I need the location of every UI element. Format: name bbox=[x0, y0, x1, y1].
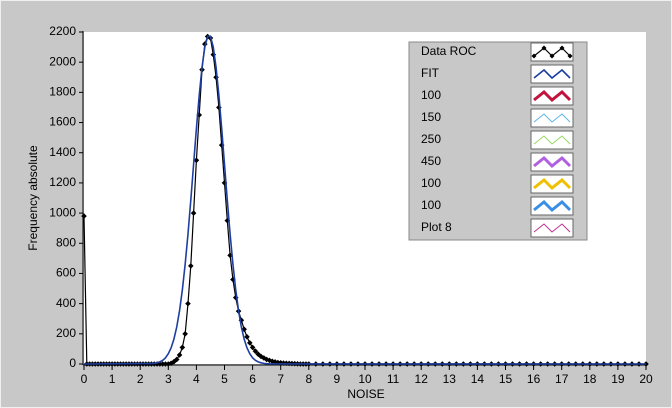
y-tick-label: 1000 bbox=[49, 205, 76, 219]
data-point bbox=[159, 361, 166, 367]
legend-label: 450 bbox=[421, 154, 441, 168]
data-point bbox=[165, 361, 172, 367]
data-point bbox=[185, 300, 191, 307]
legend-marker bbox=[567, 53, 573, 59]
x-tick-label: 20 bbox=[639, 372, 653, 386]
legend-swatch bbox=[533, 177, 572, 191]
data-point bbox=[182, 331, 188, 337]
legend-swatch bbox=[533, 113, 571, 123]
y-tick-label: 0 bbox=[69, 356, 76, 370]
x-tick-label: 9 bbox=[334, 372, 341, 386]
data-point bbox=[190, 210, 197, 216]
x-tick-label: 7 bbox=[277, 372, 284, 386]
x-tick-label: 17 bbox=[555, 372, 569, 386]
x-tick-label: 15 bbox=[499, 372, 513, 386]
data-point bbox=[176, 352, 183, 358]
x-tick-label: 0 bbox=[81, 372, 88, 386]
data-point bbox=[210, 51, 217, 58]
legend-label: Data ROC bbox=[421, 44, 477, 58]
data-point bbox=[249, 344, 256, 351]
legend-swatch bbox=[533, 135, 571, 145]
x-tick-label: 18 bbox=[583, 372, 597, 386]
legend-swatch bbox=[533, 223, 571, 233]
legend-label: 100 bbox=[421, 88, 441, 102]
data-point bbox=[196, 112, 203, 118]
legend-marker bbox=[531, 53, 537, 59]
x-axis-title: NOISE bbox=[347, 387, 384, 401]
x-tick-label: 10 bbox=[358, 372, 372, 386]
x-tick-label: 12 bbox=[415, 372, 429, 386]
y-tick-label: 1400 bbox=[49, 145, 76, 159]
series-line bbox=[83, 35, 647, 365]
x-tick-label: 4 bbox=[193, 372, 200, 386]
data-point bbox=[227, 252, 233, 259]
x-tick-label: 2 bbox=[137, 372, 144, 386]
legend-label: 100 bbox=[421, 176, 441, 190]
x-tick-label: 6 bbox=[249, 372, 256, 386]
y-tick-label: 1800 bbox=[49, 85, 76, 99]
data-point bbox=[244, 334, 250, 340]
legend-swatch-box bbox=[530, 108, 574, 128]
data-point bbox=[193, 157, 200, 164]
legend-marker bbox=[549, 53, 555, 59]
legend-swatch bbox=[533, 68, 571, 80]
data-point bbox=[173, 356, 180, 363]
x-tick-label: 13 bbox=[443, 372, 457, 386]
data-point bbox=[246, 340, 253, 346]
data-point bbox=[81, 213, 87, 219]
y-tick-label: 800 bbox=[56, 235, 76, 249]
legend-marker bbox=[559, 45, 565, 51]
data-point bbox=[168, 360, 174, 367]
legend: Data ROC FIT 100 150 250 450 100 100 Plot 8 bbox=[408, 41, 588, 241]
x-tick-label: 16 bbox=[527, 372, 541, 386]
data-point bbox=[252, 348, 259, 354]
legend-label: Plot 8 bbox=[421, 220, 452, 234]
data-point bbox=[238, 317, 245, 324]
x-tick-label: 8 bbox=[305, 372, 312, 386]
x-tick-label: 1 bbox=[109, 372, 116, 386]
data-point bbox=[162, 361, 169, 367]
data-point bbox=[230, 276, 236, 283]
data-point bbox=[266, 357, 273, 364]
x-tick-label: 3 bbox=[165, 372, 172, 386]
legend-swatch bbox=[533, 155, 572, 169]
legend-label: 250 bbox=[421, 132, 441, 146]
y-tick-label: 200 bbox=[56, 326, 76, 340]
y-axis-title: Frequency absolute bbox=[26, 145, 40, 251]
data-point bbox=[241, 326, 247, 333]
y-tick-label: 400 bbox=[56, 296, 76, 310]
x-tick-label: 14 bbox=[471, 372, 485, 386]
data-point bbox=[261, 355, 267, 361]
legend-marker bbox=[541, 45, 547, 51]
y-tick-label: 1200 bbox=[49, 175, 76, 189]
legend-swatch-box bbox=[530, 130, 574, 150]
data-point bbox=[187, 263, 194, 269]
data-point bbox=[269, 358, 276, 365]
legend-label: FIT bbox=[421, 66, 440, 80]
legend-label: 150 bbox=[421, 110, 441, 124]
x-tick-label: 19 bbox=[611, 372, 625, 386]
y-tick-label: 600 bbox=[56, 266, 76, 280]
y-tick-label: 2000 bbox=[49, 54, 76, 68]
y-tick-label: 2200 bbox=[49, 24, 76, 38]
x-tick-label: 5 bbox=[221, 372, 228, 386]
data-point bbox=[263, 356, 270, 363]
y-tick-label: 1600 bbox=[49, 115, 76, 129]
x-tick-label: 11 bbox=[387, 372, 400, 386]
legend-swatch-box bbox=[530, 218, 574, 238]
data-point bbox=[272, 359, 278, 365]
data-point bbox=[275, 359, 281, 366]
data-point bbox=[171, 358, 177, 365]
legend-swatch bbox=[533, 89, 572, 103]
data-point bbox=[179, 344, 186, 351]
legend-label: 100 bbox=[421, 198, 441, 212]
legend-swatch bbox=[533, 199, 572, 213]
